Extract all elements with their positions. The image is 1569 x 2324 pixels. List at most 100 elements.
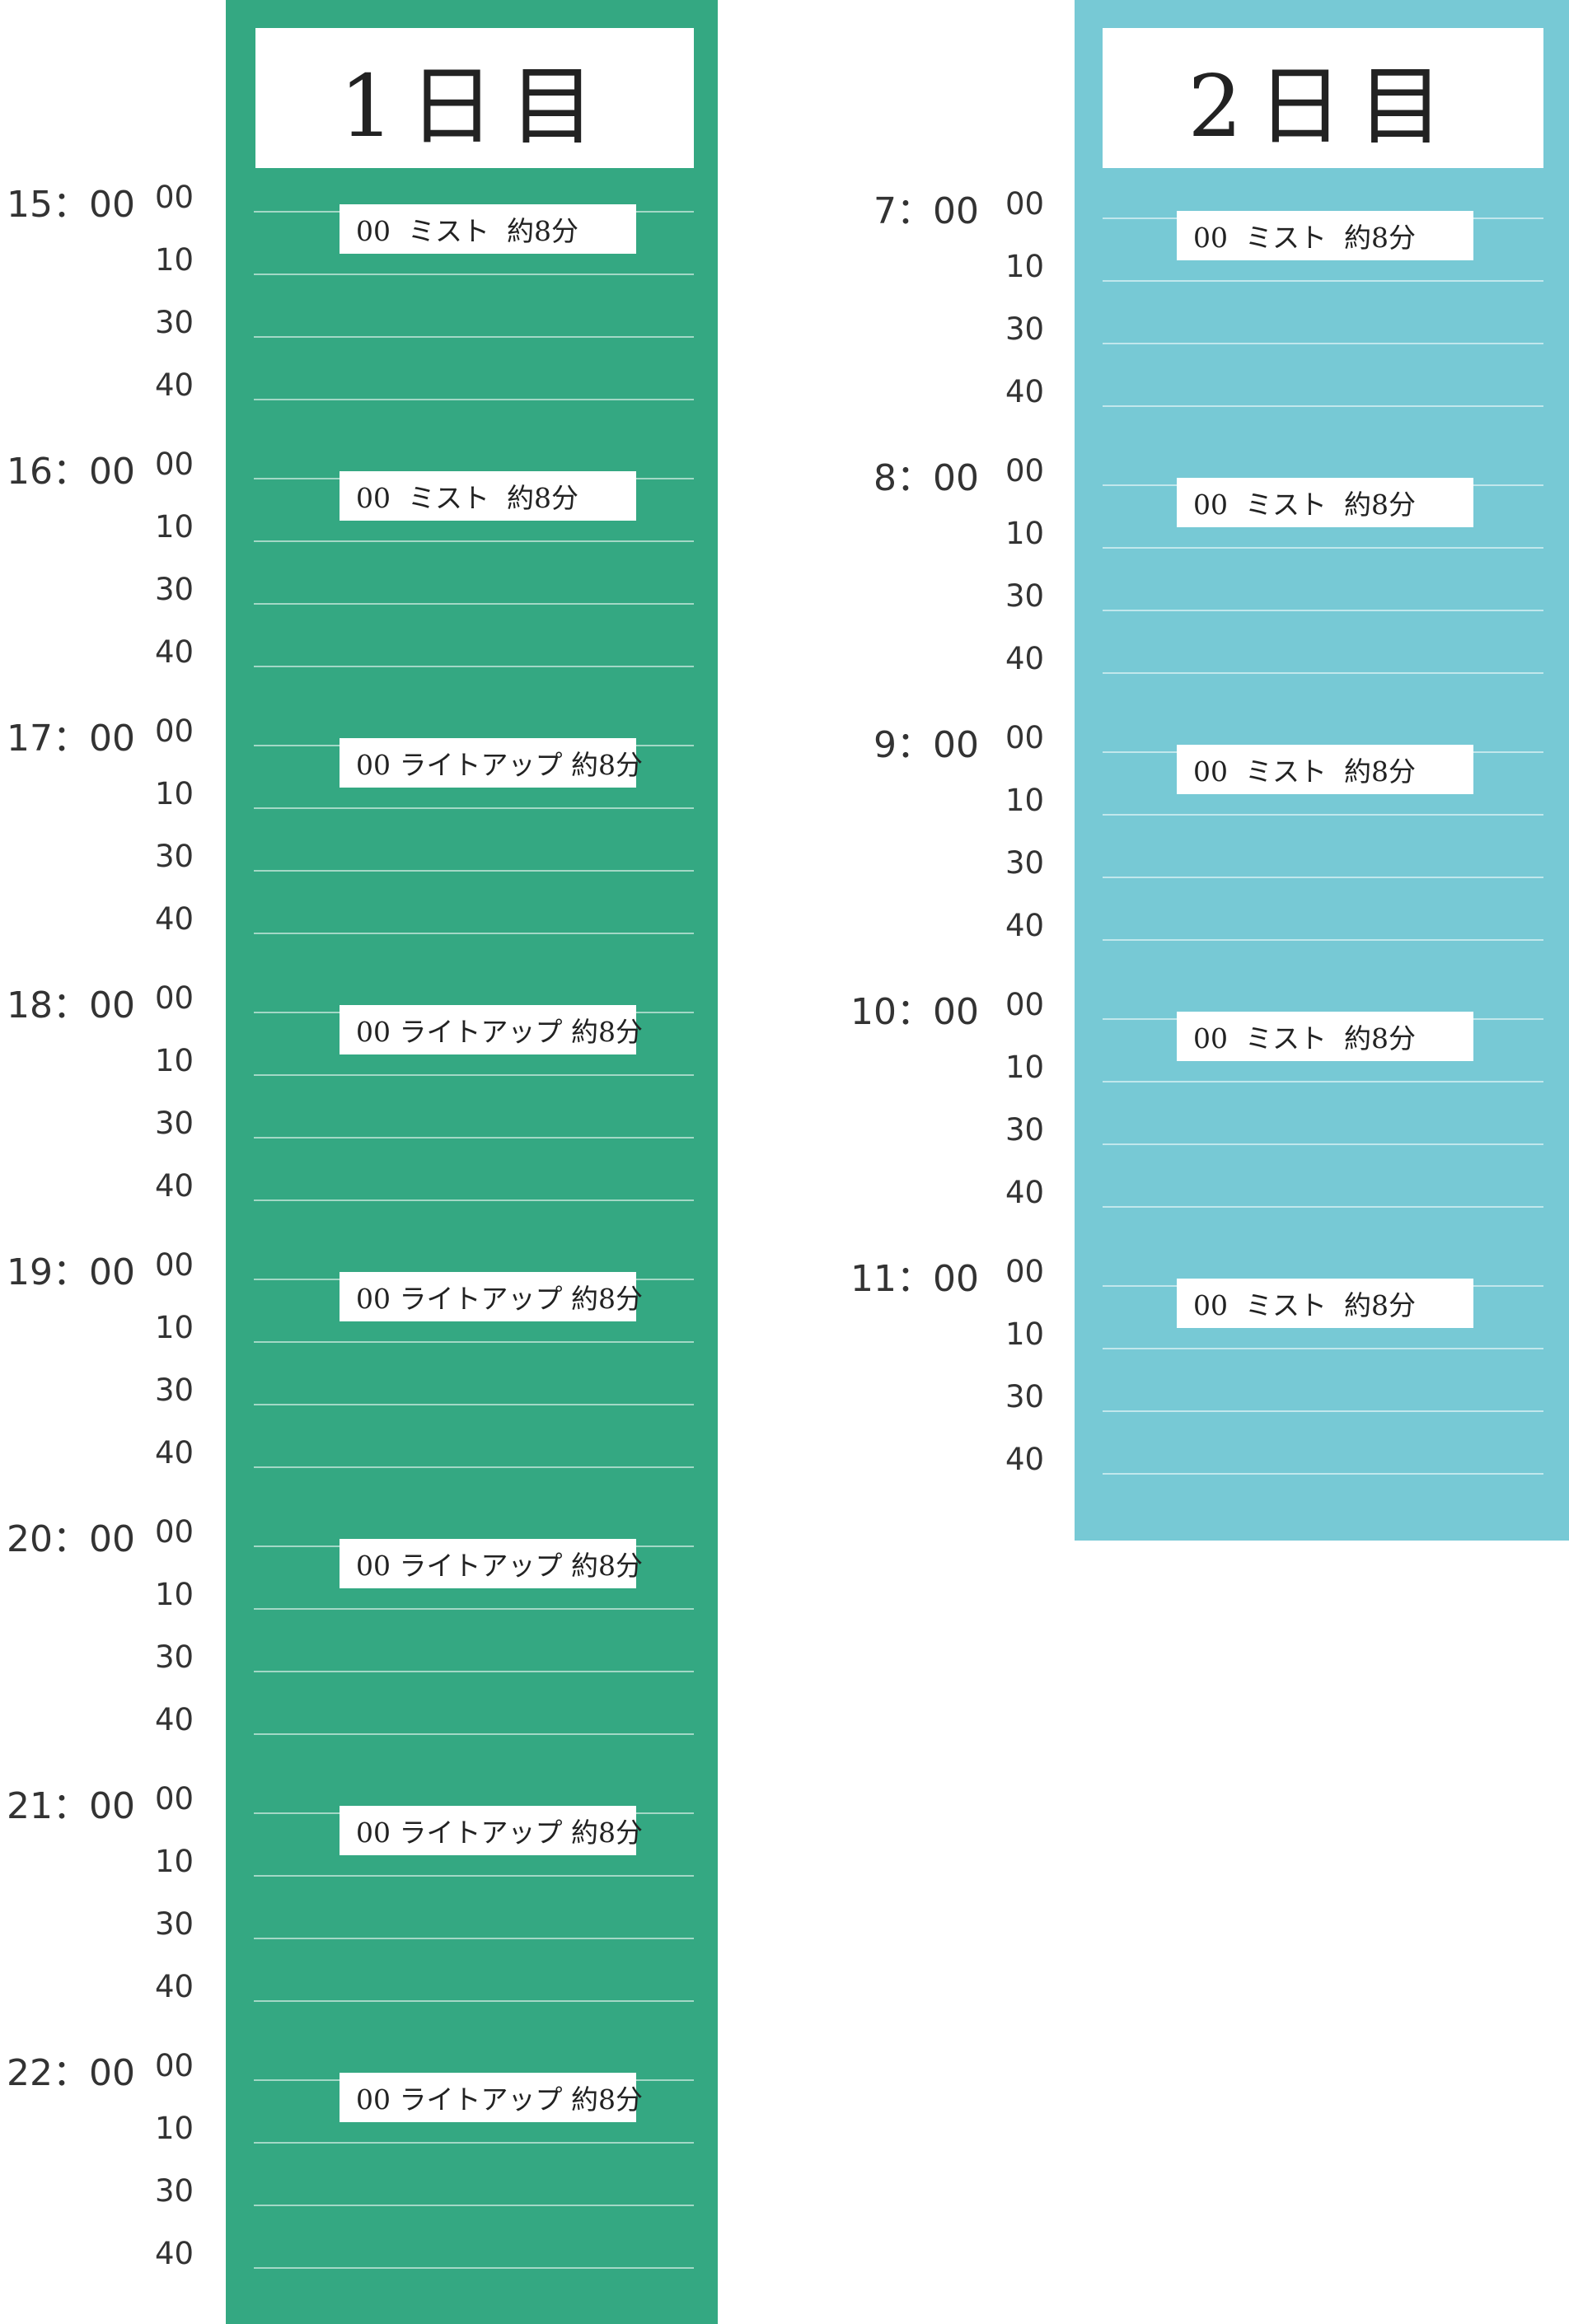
time-rule bbox=[1103, 343, 1543, 344]
time-rule bbox=[254, 1199, 694, 1201]
time-rule bbox=[1103, 1348, 1543, 1349]
day-title: 2日目 bbox=[1103, 28, 1543, 168]
minute-label: 40 bbox=[1005, 1442, 1045, 1477]
minute-label: 10 bbox=[155, 242, 194, 278]
event-box: 00 ライトアップ 約8分 bbox=[340, 1272, 643, 1321]
time-rule bbox=[1103, 939, 1543, 941]
hour-label: 19：00 bbox=[7, 1251, 135, 1293]
time-rule bbox=[254, 1938, 694, 1939]
minute-label: 10 bbox=[155, 1577, 194, 1612]
time-rule bbox=[254, 1341, 694, 1343]
time-rule bbox=[1103, 547, 1543, 549]
minute-label: 00 bbox=[155, 447, 194, 482]
minute-label: 40 bbox=[155, 1969, 194, 2004]
event-box: 00 ミスト 約8分 bbox=[340, 204, 636, 254]
time-rule bbox=[254, 2205, 694, 2206]
time-rule bbox=[1103, 1410, 1543, 1412]
hour-label: 16：00 bbox=[7, 451, 135, 493]
event-box: 00 ライトアップ 約8分 bbox=[340, 1539, 643, 1588]
minute-label: 40 bbox=[155, 901, 194, 937]
time-rule bbox=[1103, 1206, 1543, 1208]
time-rule bbox=[254, 2142, 694, 2144]
time-rule bbox=[254, 603, 694, 605]
minute-label: 40 bbox=[155, 2236, 194, 2271]
time-rule bbox=[254, 1875, 694, 1877]
hour-label: 21：00 bbox=[7, 1785, 135, 1827]
minute-label: 40 bbox=[155, 367, 194, 403]
minute-label: 10 bbox=[1005, 1316, 1045, 1352]
minute-label: 30 bbox=[155, 839, 194, 874]
event-box: 00 ミスト 約8分 bbox=[1177, 745, 1473, 794]
minute-label: 00 bbox=[1005, 720, 1045, 755]
minute-label: 40 bbox=[155, 1435, 194, 1471]
minute-label: 30 bbox=[155, 1906, 194, 1942]
minute-label: 00 bbox=[155, 713, 194, 749]
event-box: 00 ライトアップ 約8分 bbox=[340, 2073, 643, 2122]
minute-label: 40 bbox=[155, 634, 194, 670]
time-rule bbox=[1103, 405, 1543, 407]
minute-label: 00 bbox=[155, 1247, 194, 1283]
hour-label: 18：00 bbox=[7, 984, 135, 1026]
minute-label: 10 bbox=[1005, 249, 1045, 284]
minute-label: 40 bbox=[1005, 1175, 1045, 1210]
time-rule bbox=[1103, 1143, 1543, 1145]
time-rule bbox=[254, 274, 694, 275]
time-rule bbox=[254, 2267, 694, 2269]
minute-label: 10 bbox=[155, 509, 194, 545]
minute-label: 00 bbox=[155, 180, 194, 215]
hour-label: 8：00 bbox=[873, 457, 979, 499]
minute-label: 40 bbox=[1005, 374, 1045, 409]
minute-label: 30 bbox=[155, 1639, 194, 1675]
event-box: 00 ミスト 約8分 bbox=[1177, 211, 1473, 260]
minute-label: 00 bbox=[1005, 1254, 1045, 1289]
time-rule bbox=[1103, 280, 1543, 282]
time-rule bbox=[254, 540, 694, 542]
time-rule bbox=[254, 1733, 694, 1735]
time-rule bbox=[254, 1137, 694, 1139]
time-rule bbox=[254, 336, 694, 338]
hour-label: 10：00 bbox=[850, 991, 979, 1033]
event-box: 00 ミスト 約8分 bbox=[1177, 478, 1473, 527]
minute-label: 00 bbox=[155, 1781, 194, 1817]
time-rule bbox=[254, 807, 694, 809]
hour-label: 20：00 bbox=[7, 1518, 135, 1560]
time-rule bbox=[254, 1608, 694, 1610]
time-rule bbox=[1103, 672, 1543, 674]
time-rule bbox=[254, 666, 694, 667]
event-box: 00 ミスト 約8分 bbox=[1177, 1012, 1473, 1061]
minute-label: 40 bbox=[1005, 641, 1045, 676]
day-title: 1日目 bbox=[255, 28, 694, 168]
minute-label: 10 bbox=[155, 776, 194, 811]
hour-label: 7：00 bbox=[873, 190, 979, 232]
day-1-column: 1日目 bbox=[226, 0, 718, 2324]
time-rule bbox=[254, 399, 694, 400]
event-box: 00 ミスト 約8分 bbox=[340, 471, 636, 521]
time-rule bbox=[254, 1671, 694, 1672]
minute-label: 10 bbox=[155, 2111, 194, 2146]
time-rule bbox=[254, 2000, 694, 2002]
minute-label: 00 bbox=[155, 980, 194, 1016]
time-rule bbox=[1103, 814, 1543, 816]
minute-label: 10 bbox=[155, 1043, 194, 1078]
time-rule bbox=[254, 1466, 694, 1468]
minute-label: 00 bbox=[1005, 453, 1045, 489]
time-rule bbox=[254, 933, 694, 934]
minute-label: 00 bbox=[1005, 186, 1045, 222]
time-rule bbox=[254, 1404, 694, 1405]
minute-label: 10 bbox=[1005, 1050, 1045, 1085]
minute-label: 40 bbox=[155, 1702, 194, 1737]
event-box: 00 ライトアップ 約8分 bbox=[340, 1806, 643, 1855]
minute-label: 30 bbox=[1005, 1112, 1045, 1148]
hour-label: 17：00 bbox=[7, 718, 135, 760]
time-rule bbox=[1103, 1081, 1543, 1083]
minute-label: 30 bbox=[1005, 1379, 1045, 1415]
minute-label: 30 bbox=[1005, 578, 1045, 614]
minute-label: 00 bbox=[1005, 987, 1045, 1022]
minute-label: 30 bbox=[155, 572, 194, 607]
minute-label: 10 bbox=[155, 1310, 194, 1345]
time-rule bbox=[254, 870, 694, 872]
minute-label: 00 bbox=[155, 2048, 194, 2083]
time-rule bbox=[1103, 877, 1543, 878]
time-rule bbox=[254, 1074, 694, 1076]
minute-label: 00 bbox=[155, 1514, 194, 1550]
